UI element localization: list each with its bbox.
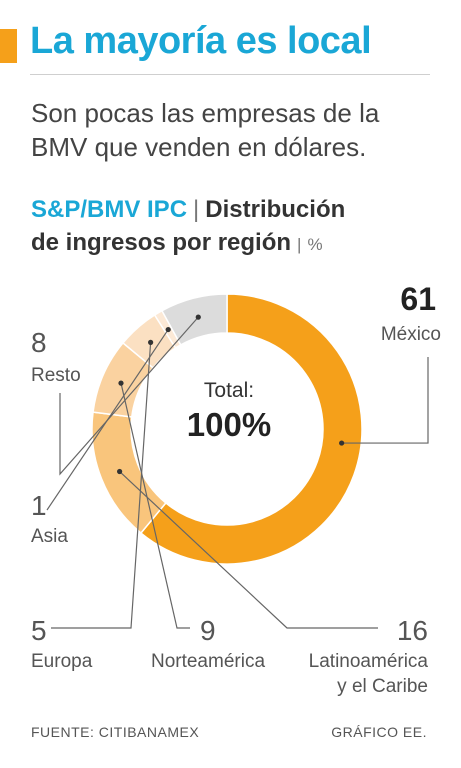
center-total-label: Total: [204,379,254,402]
slice-latinoamerica-y-el-caribe [91,411,167,535]
unit-separator: | [297,235,302,254]
index-name: S&P/BMV IPC [31,196,188,223]
slice-resto [160,293,228,346]
category-label-resto: Resto [31,365,81,386]
leader-dot-europa [148,339,154,345]
leader-dot-norteamerica [118,380,124,386]
value-label-resto: 8 [31,327,47,358]
chart-header-line-1: S&P/BMV IPC | Distribución [31,196,345,224]
category-label-norteamerica: Norteamérica [151,651,265,672]
leader-line-europa [51,342,152,629]
page-title: La mayoría es local [30,20,372,62]
center-total-value: 100% [187,406,271,443]
category-label-europa: Europa [31,651,93,672]
value-label-asia: 1 [31,490,47,521]
subtitle-line-2: BMV que venden en dólares. [31,132,367,162]
value-label-europa: 5 [31,615,47,646]
category-label-latinoamerica-y-el-caribe: Latinoamérica y el Caribe [309,651,429,697]
leader-dot-latinoamerica-y-el-caribe [117,468,123,475]
header-separator: | [193,196,200,223]
leader-line-norteamerica [120,382,190,629]
subtitle-line-1: Son pocas las empresas de la [31,98,380,128]
leader-dot-mexico [339,440,345,446]
source-note: FUENTE: CITIBANAMEX [31,724,200,740]
value-label-latinoamerica-y-el-caribe: 16 [397,615,428,646]
chart-title-line-1: Distribución [205,196,346,223]
leader-line-resto [59,316,199,476]
leader-dot-asia [165,326,171,333]
chart-title-line-2: de ingresos por región [31,229,292,256]
value-label-norteamerica: 9 [200,615,216,646]
unit-label: % [307,235,323,254]
chart-header-line-2: de ingresos por región |% [31,229,323,257]
slice-mexico [139,293,363,565]
leader-line-mexico [341,357,429,444]
graphic-credit: GRÁFICO EE. [331,724,427,740]
category-label-mexico: México [381,324,441,345]
title-accent-bar [0,29,17,63]
value-label-mexico: 61 [400,281,436,317]
leader-line-latinoamerica-y-el-caribe [119,471,378,629]
title-divider [30,74,430,75]
category-label-asia: Asia [31,526,68,547]
leader-dot-resto [195,314,201,320]
